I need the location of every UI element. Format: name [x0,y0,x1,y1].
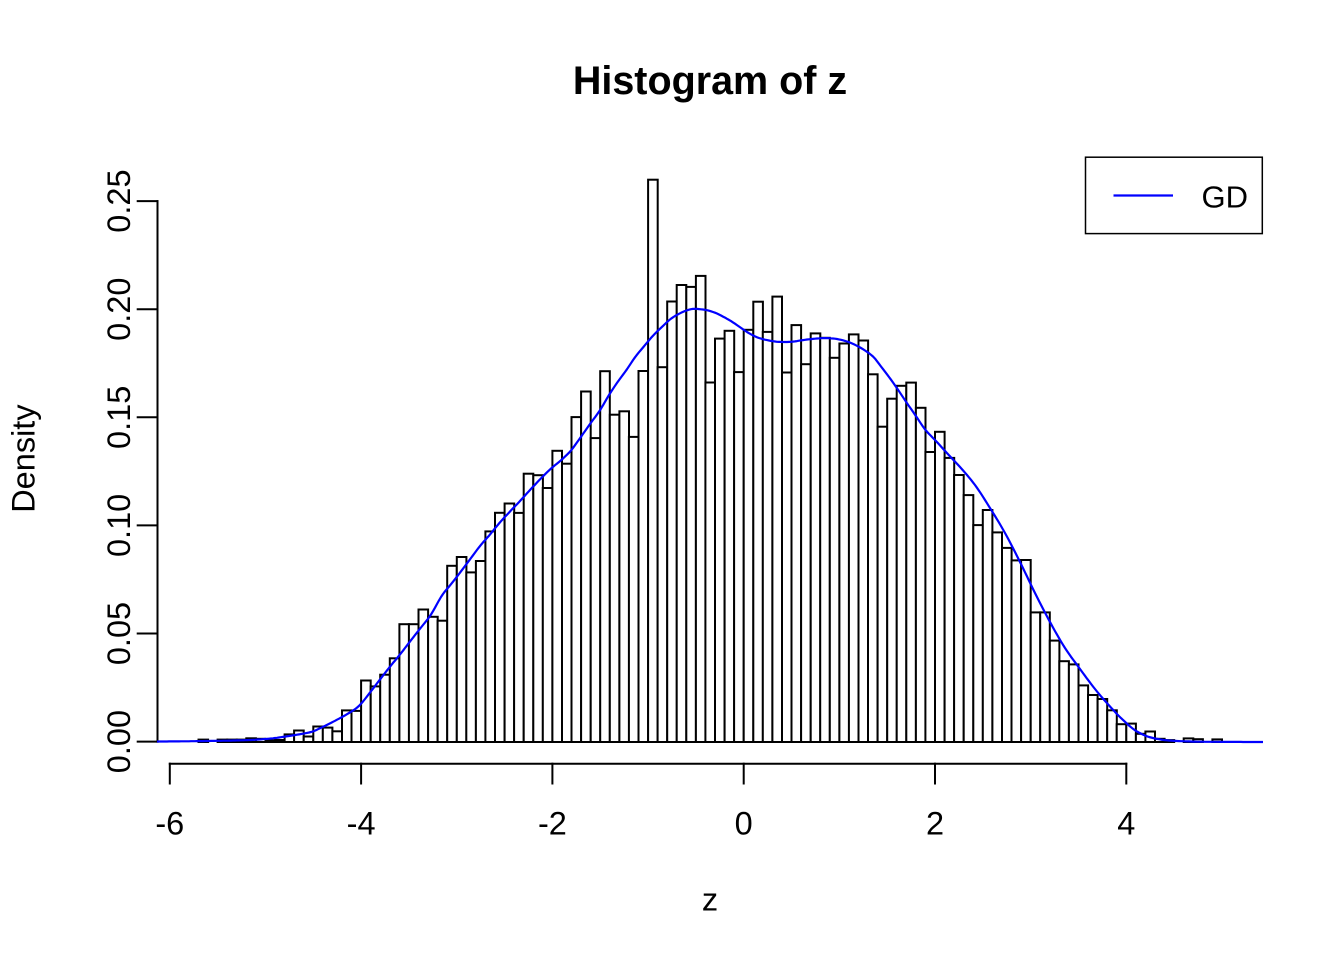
svg-text:0.20: 0.20 [101,278,137,341]
svg-text:-2: -2 [538,806,567,842]
svg-text:0.15: 0.15 [101,386,137,449]
svg-text:GD: GD [1202,179,1249,214]
svg-text:z: z [702,882,718,918]
svg-text:Histogram of z: Histogram of z [573,59,847,103]
svg-text:2: 2 [926,806,944,842]
svg-text:0.10: 0.10 [101,494,137,557]
svg-text:0.05: 0.05 [101,602,137,665]
svg-text:Density: Density [6,404,42,513]
svg-text:-6: -6 [155,806,184,842]
svg-text:4: 4 [1117,806,1135,842]
svg-text:-4: -4 [347,806,376,842]
svg-text:0.25: 0.25 [101,169,137,232]
svg-text:0: 0 [735,806,753,842]
svg-text:0.00: 0.00 [101,710,137,773]
